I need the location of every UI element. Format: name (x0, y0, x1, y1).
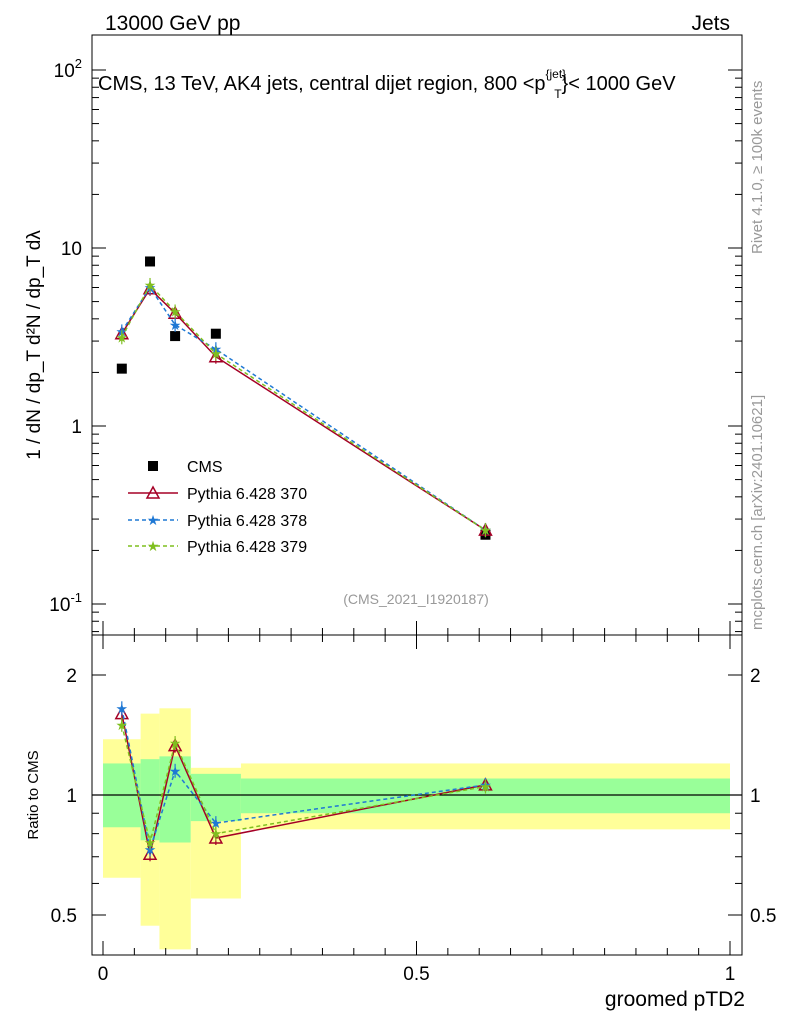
ratio-ytick-label-right: 0.5 (750, 906, 776, 927)
legend-379-marker: ★ (147, 538, 160, 554)
pythia-6-428-379-ratio-point: ★ (210, 826, 223, 842)
pythia-6-428-378-ratio-point: ★ (116, 700, 129, 716)
pythia-6-428-379-main-point: ★ (169, 303, 182, 319)
main-ytick-label: 10 (61, 239, 82, 260)
pythia-6-428-379-main-point: ★ (210, 346, 223, 362)
cms-data-point (116, 363, 127, 374)
pythia-6-428-370-ratio-point (142, 846, 158, 861)
x-tick-label: 0.5 (403, 964, 429, 985)
cms-data-point (210, 328, 221, 339)
pythia-6-428-370-ratio-point (167, 738, 183, 752)
ratio-ytick-label: 1 (66, 786, 77, 807)
pythia-6-428-379-ratio-point: ★ (144, 835, 157, 851)
main-ytick-label: 1 (71, 417, 82, 438)
pythia-6-428-379-main-point: ★ (116, 329, 129, 345)
x-tick-label: 0 (98, 964, 109, 985)
rivet-label: Rivet 4.1.0, ≥ 100k events (749, 81, 766, 254)
pythia-6-428-379-ratio-point: ★ (116, 717, 129, 733)
pythia-6-428-378-main-point: ★ (169, 317, 182, 333)
cms-data-point (145, 256, 156, 267)
legend-370-marker (145, 485, 161, 499)
header-process: Jets (691, 12, 730, 35)
ratio-ylabel: Ratio to CMS (25, 750, 42, 839)
legend-378-marker: ★ (147, 512, 160, 528)
ratio-ytick-label: 2 (66, 666, 77, 687)
pythia-6-428-370-main-point (208, 349, 224, 363)
main-ytick-label: 10-1 (49, 590, 82, 616)
pythia-6-428-378-main-line (121, 286, 486, 531)
legend-379-label: Pythia 6.428 379 (187, 539, 307, 556)
pythia-6-428-379-ratio-point: ★ (479, 779, 492, 795)
pythia-6-428-379-main-line (121, 283, 486, 531)
x-axis-label: groomed pTD2 (605, 988, 745, 1011)
pythia-6-428-379-main-point: ★ (479, 522, 492, 538)
main-ytick-label: 102 (54, 56, 82, 82)
x-tick-label: 1 (725, 964, 736, 985)
legend-cms-marker (148, 461, 158, 471)
legend-370-label: Pythia 6.428 370 (187, 486, 307, 503)
pythia-6-428-378-ratio-point: ★ (169, 763, 182, 779)
mcplots-label: mcplots.cern.ch [arXiv:2401.10621] (749, 395, 766, 630)
analysis-id: (CMS_2021_I1920187) (343, 591, 489, 607)
ratio-ytick-label-right: 1 (750, 786, 761, 807)
header-collision: 13000 GeV pp (105, 12, 240, 35)
cms-data-point (170, 331, 181, 342)
ratio-ytick-label-right: 2 (750, 666, 761, 687)
legend: CMS Pythia 6.428 370 ★ Pythia 6.428 378 … (128, 459, 307, 556)
pythia-6-428-379-ratio-point: ★ (169, 735, 182, 751)
pythia-6-428-379-main-point: ★ (144, 277, 157, 293)
legend-cms-label: CMS (187, 459, 223, 476)
pythia-6-428-370-ratio-point (208, 830, 224, 844)
main-ylabel: 1 / dN / dp_T d²N / dp_T dλ (24, 230, 45, 460)
ratio-ytick-label: 0.5 (51, 906, 77, 927)
legend-378-label: Pythia 6.428 378 (187, 513, 307, 530)
plot-title: CMS, 13 TeV, AK4 jets, central dijet reg… (98, 67, 676, 101)
pythia-6-428-379-ratio-line (121, 724, 486, 843)
